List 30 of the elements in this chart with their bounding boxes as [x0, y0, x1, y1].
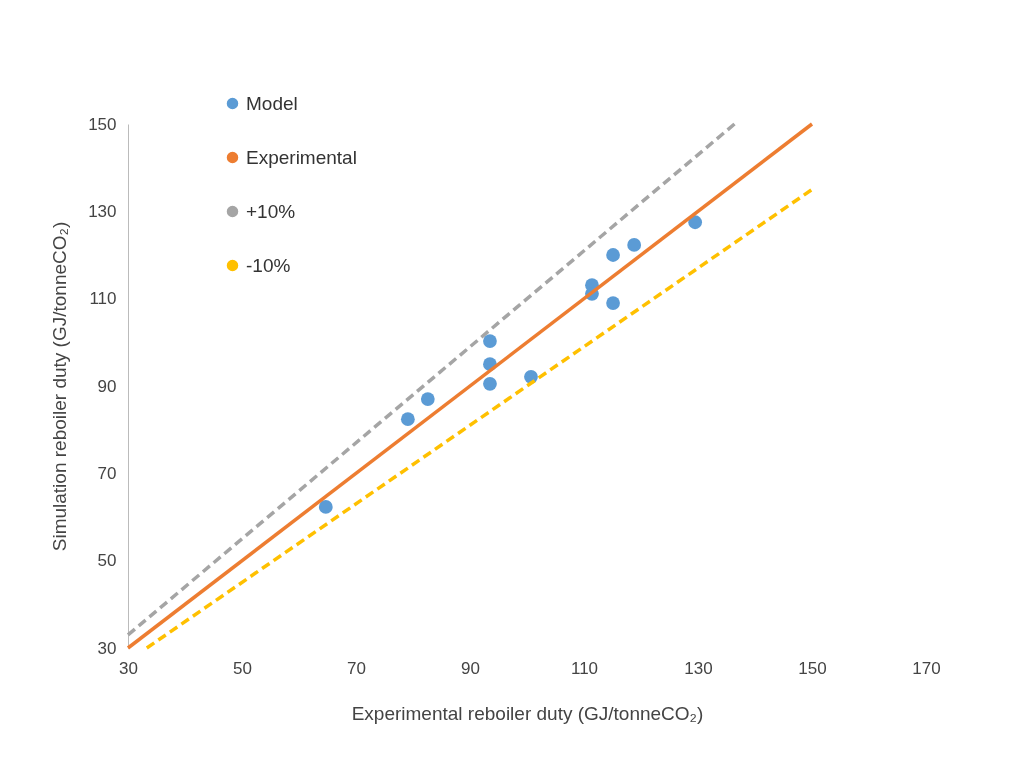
- point: [420, 392, 435, 406]
- x-tick-label: 130: [684, 658, 713, 678]
- legend-label: +10%: [246, 200, 296, 222]
- y-tick-label: 110: [89, 289, 117, 309]
- legend-label: -10%: [246, 254, 291, 276]
- x-tick-label: 110: [570, 658, 599, 678]
- x-tick-label: 50: [233, 658, 252, 678]
- y-tick-label: 130: [88, 201, 117, 221]
- point: [627, 238, 642, 252]
- x-tick-label: 170: [912, 658, 941, 678]
- y-tick-label: 70: [97, 463, 117, 483]
- x-tick-label: 30: [119, 658, 138, 678]
- point: [606, 296, 620, 310]
- x-tick-label: 70: [347, 658, 366, 678]
- legend-label: Model: [246, 92, 298, 114]
- point: [688, 215, 703, 230]
- legend-label: Experimental: [246, 146, 357, 168]
- point: [483, 376, 497, 391]
- y-tick-label: 90: [97, 376, 117, 396]
- x-tick-label: 90: [461, 658, 480, 678]
- x-axis-title: Experimental reboiler duty (GJ/tonneCO₂): [351, 702, 704, 724]
- point: [318, 500, 333, 514]
- y-axis-title: Simulation reboiler duty (GJ/tonneCO₂): [49, 221, 71, 552]
- point: [483, 334, 497, 348]
- x-tick-label: 150: [798, 658, 827, 678]
- y-tick-label: 150: [88, 114, 117, 134]
- y-tick-label: 30: [97, 638, 117, 658]
- point: [606, 248, 620, 262]
- y-tick-label: 50: [97, 551, 117, 571]
- point: [400, 412, 415, 427]
